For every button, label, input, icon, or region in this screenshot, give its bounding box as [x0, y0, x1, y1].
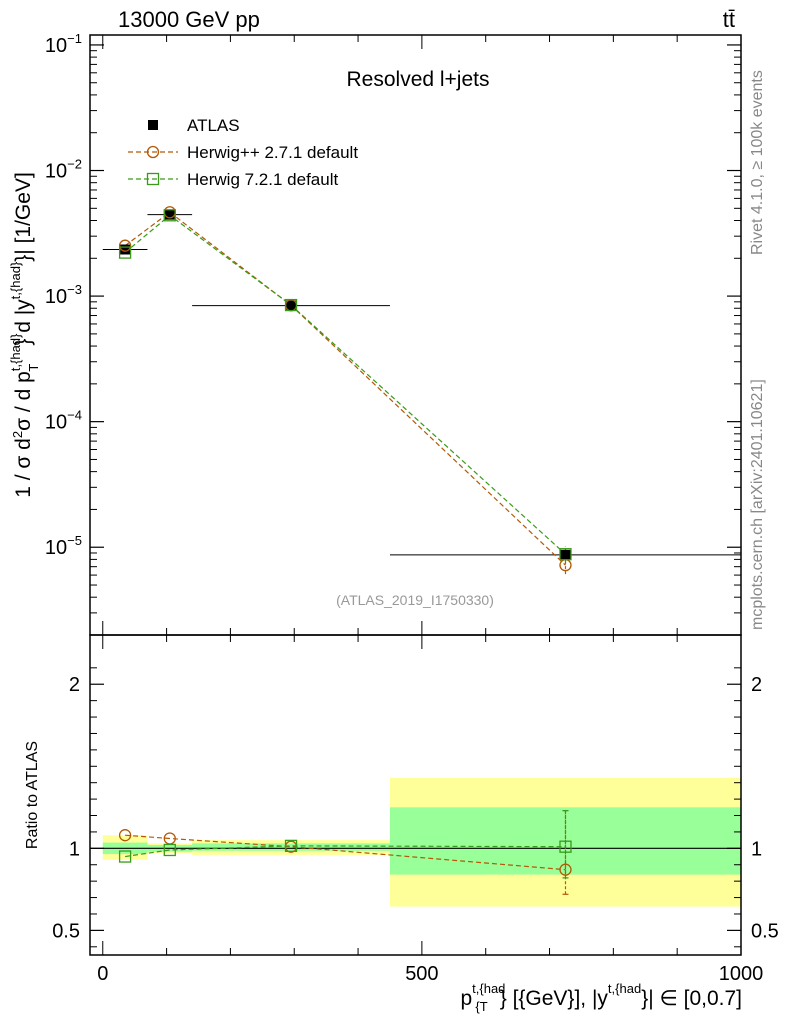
- y-tick-label: 10−1: [45, 31, 82, 57]
- atlas-data-point: [164, 209, 175, 220]
- mc-data-point: [559, 548, 572, 561]
- x-axis-label: pt,{had {T} [{GeV}], |yt,{had}| ∈ [0,0.7]: [460, 981, 742, 1014]
- main-title: Resolved l+jets: [347, 68, 490, 91]
- mc-data-point: [118, 246, 132, 259]
- mc-series-line-1: [124, 211, 566, 566]
- atlas-data-point: [286, 300, 297, 311]
- mc-data-point: [118, 239, 132, 252]
- x-tick-label: 0: [97, 963, 108, 985]
- mc-data-point: [284, 298, 298, 312]
- ratio-data-point: [284, 839, 298, 853]
- x-tick-label: 1000: [719, 963, 764, 985]
- legend-marker: [148, 120, 158, 130]
- y-tick-label: 10−4: [45, 408, 82, 434]
- ratio-y-tick-label: 2: [69, 674, 80, 696]
- legend-label: Herwig++ 2.7.1 default: [187, 143, 358, 162]
- ratio-panel: 0.5 0.5 1 1 2 2 0 500 1000: [52, 634, 779, 985]
- y-tick-label: 10−3: [45, 282, 82, 308]
- ratio-data-layer: [90, 777, 741, 907]
- x-tick-label: 500: [405, 963, 438, 985]
- ratio-y-tick-label-right: 2: [751, 674, 762, 696]
- ratio-data-point: [163, 843, 176, 857]
- ratio-y-tick-label-right: 0.5: [751, 920, 779, 942]
- analysis-watermark: (ATLAS_2019_I1750330): [336, 592, 494, 608]
- ratio-data-point: [559, 840, 572, 853]
- mc-series-line-2: [124, 214, 566, 555]
- y-tick-label: 10−2: [45, 157, 82, 183]
- legend-marker: [146, 145, 160, 159]
- mc-data-point: [163, 209, 176, 222]
- rivet-version-label: Rivet 4.1.0, ≥ 100k events: [749, 70, 766, 255]
- legend-marker: [146, 172, 160, 186]
- ratio-y-tick-label: 1: [69, 838, 80, 860]
- header-energy-label: 13000 GeV pp: [118, 7, 260, 32]
- ratio-y-tick-label-right: 1: [751, 838, 762, 860]
- atlas-data-point: [120, 244, 131, 255]
- main-panel: Resolved l+jets (ATLAS_2019_I1750330) 10…: [45, 31, 742, 636]
- ratio-y-axis-label: Ratio to ATLAS: [24, 741, 41, 849]
- main-axis-ticks: 10−1 10−2 10−3 10−4 10−5: [45, 31, 742, 636]
- ratio-inner-band: [192, 843, 390, 851]
- ratio-data-point: [118, 829, 132, 842]
- legend-label: ATLAS: [187, 116, 240, 135]
- legend: ATLAS Herwig++ 2.7.1 default Herwig 7.2.1 …: [128, 116, 358, 189]
- ratio-series-line-1: [125, 834, 566, 871]
- main-data-layer: [102, 206, 741, 575]
- ratio-data-point: [118, 850, 132, 863]
- y-tick-label: 10−5: [45, 533, 82, 559]
- atlas-data-point: [560, 549, 571, 560]
- ratio-axis-ticks: 0.5 0.5 1 1 2 2 0 500 1000: [52, 635, 779, 985]
- legend-label: Herwig 7.2.1 default: [187, 170, 338, 189]
- ratio-series-line-2: [125, 845, 566, 858]
- ratio-y-tick-label: 0.5: [52, 920, 80, 942]
- ratio-frame: [89, 634, 742, 956]
- main-y-axis-label: 1 / σ d2σ / d pt,{had} T} d |yt,{had}}| […: [8, 172, 41, 498]
- header-process-label: tt̄: [723, 7, 735, 32]
- mcplots-label: mcplots.cern.ch [arXiv:2401.10621]: [749, 379, 766, 630]
